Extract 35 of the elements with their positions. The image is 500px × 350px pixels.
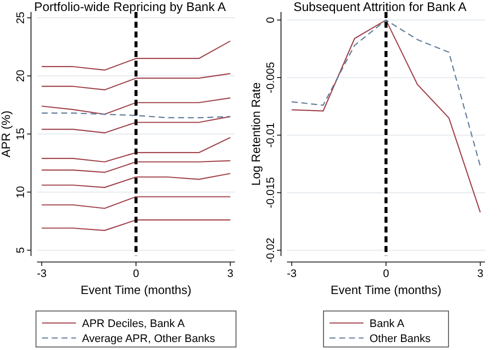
line-series [41, 160, 231, 173]
y-tick-label: 5 [15, 247, 27, 254]
y-tick-label: -0.02 [265, 238, 277, 263]
y-axis-title: APR (%) [0, 110, 13, 158]
y-tick-label: 25 [15, 12, 27, 24]
y-tick-label: -0.005 [265, 62, 277, 94]
line-series [41, 172, 231, 188]
legend-label: APR Deciles, Bank A [82, 318, 186, 330]
line-series [291, 20, 481, 213]
y-tick-label: 15 [15, 128, 27, 140]
y-tick-label: 0 [265, 16, 277, 24]
line-series [291, 20, 481, 167]
x-tick-label: -3 [286, 268, 297, 280]
x-axis-title: Event Time (months) [330, 283, 442, 297]
legend-label: Average APR, Other Banks [82, 333, 216, 345]
legend-label: Bank A [370, 318, 406, 330]
x-tick-label: 3 [227, 268, 234, 280]
legend-label: Other Banks [370, 333, 432, 345]
y-tick-label: -0.01 [265, 122, 277, 148]
chart-title: Portfolio-wide Repricing by Bank A [34, 0, 227, 14]
line-series [41, 73, 231, 90]
y-axis-title: Log Retention Rate [249, 82, 263, 186]
x-tick-label: 0 [382, 268, 390, 280]
chart-title: Subsequent Attrition for Bank A [293, 0, 468, 14]
x-tick-label: -3 [36, 268, 47, 280]
line-series [41, 40, 231, 71]
x-axis-title: Event Time (months) [80, 283, 192, 297]
line-series [41, 136, 231, 162]
y-tick-label: -0.015 [265, 177, 277, 208]
y-tick-label: 20 [15, 70, 27, 82]
line-series [41, 97, 231, 115]
line-series [41, 116, 231, 134]
x-tick-label: 3 [477, 268, 484, 280]
x-tick-label: 0 [132, 268, 140, 280]
y-tick-label: 10 [15, 186, 27, 198]
